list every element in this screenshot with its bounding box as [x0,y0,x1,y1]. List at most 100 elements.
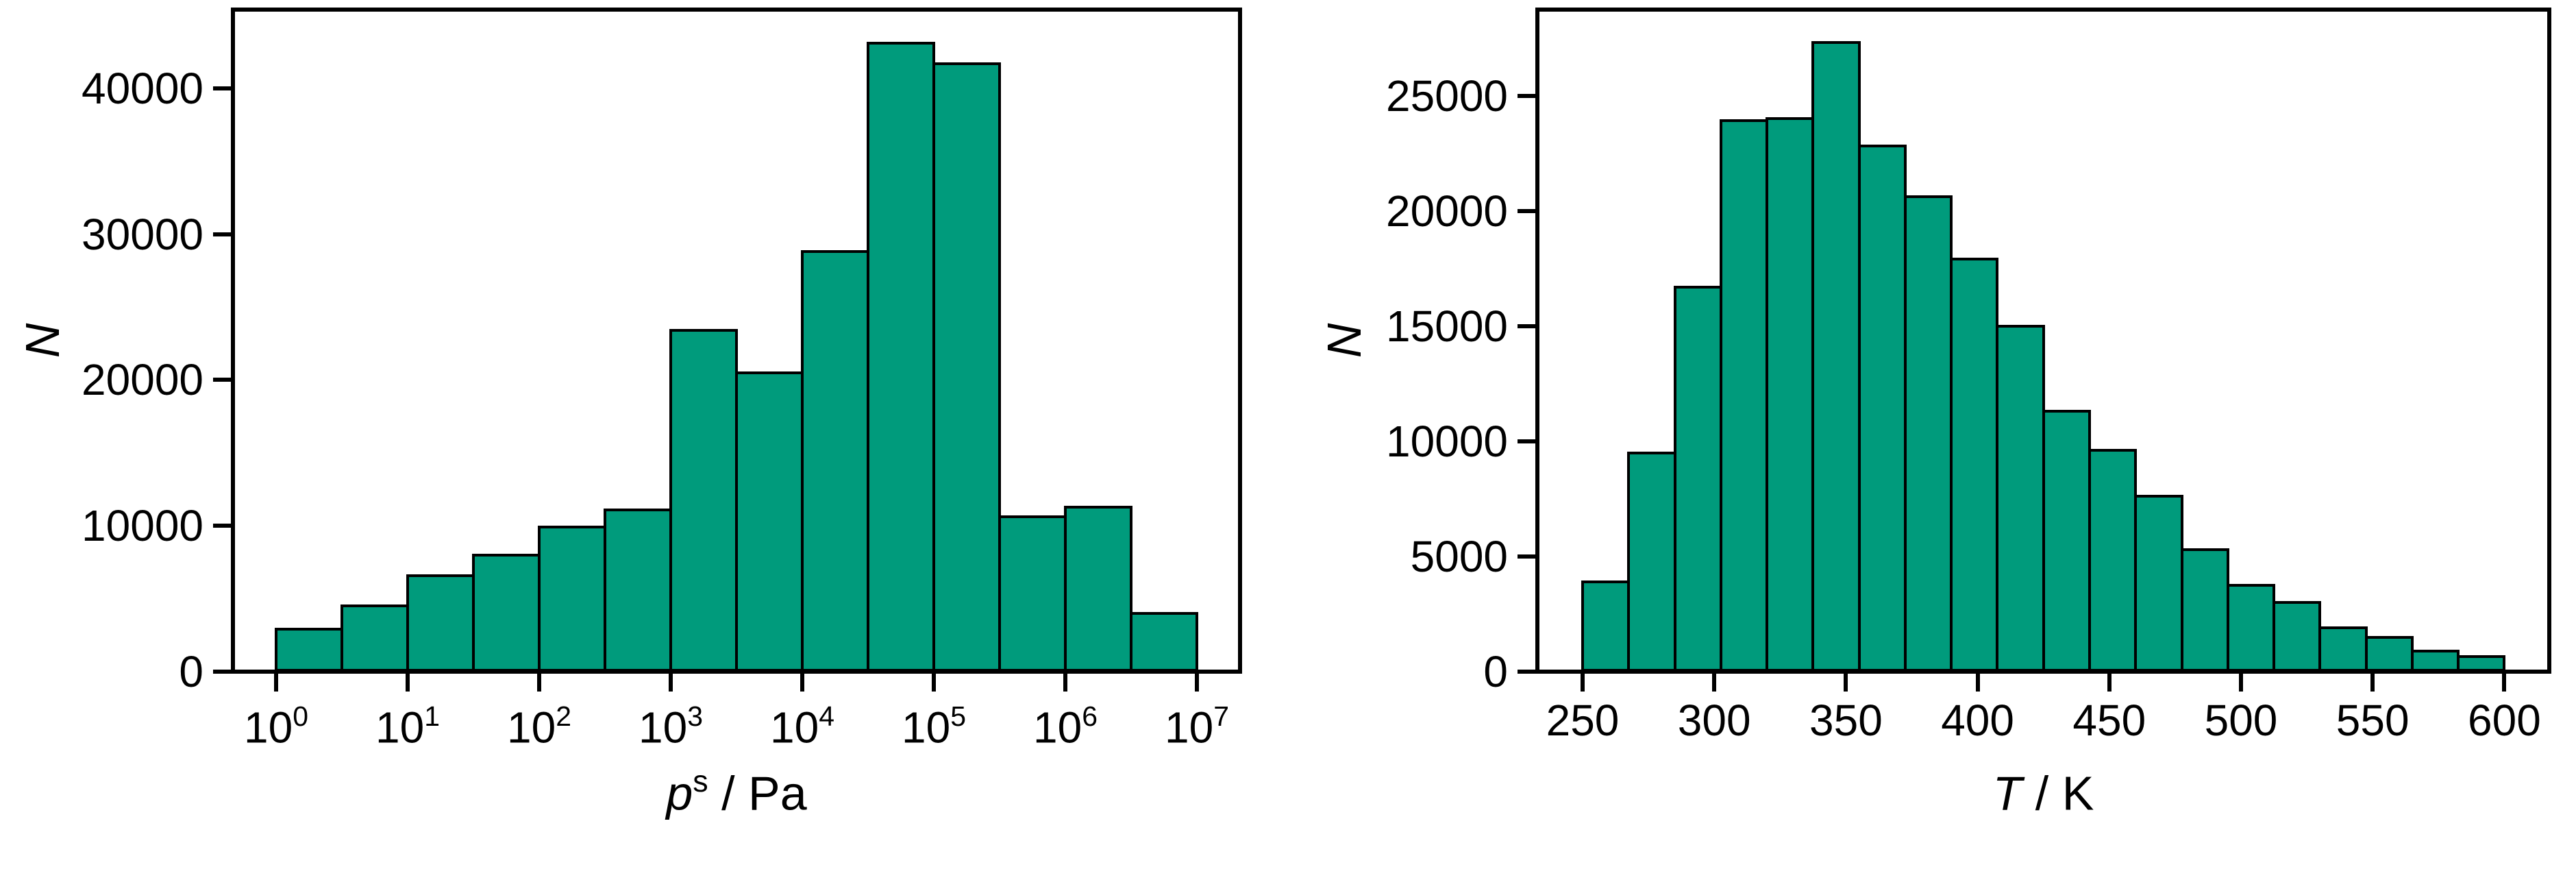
histogram-bar [1673,286,1722,672]
histogram-bar [1811,41,1861,672]
histogram-bar [2226,584,2276,672]
histogram-bar [2410,650,2460,672]
x-tick [537,674,541,692]
x-axis-variable: T [1992,766,2022,820]
x-tick-label: 102 [507,700,571,753]
histogram-bar [998,515,1067,672]
y-tick-label: 0 [179,647,203,696]
plot-area [231,8,1242,674]
y-tick-label: 5000 [1410,531,1508,581]
histogram-bar [801,250,869,672]
histogram-bar [1950,258,1999,672]
bars-layer [1537,10,2549,672]
x-tick-label: 550 [2336,696,2410,745]
x-axis-unit: Pa [748,766,807,820]
y-tick-label: 20000 [82,355,203,405]
y-tick-label: 40000 [82,63,203,113]
y-tick-label: 25000 [1386,71,1508,121]
x-axis-separator: / [708,766,749,820]
histogram-bar [669,329,738,672]
histogram-bar [1719,119,1769,672]
histogram-bar [275,628,343,672]
y-tick-label: 20000 [1386,186,1508,236]
x-tick [2107,674,2111,692]
x-tick [406,674,410,692]
y-tick-label: 10000 [1386,416,1508,466]
histogram-bar [406,574,475,672]
x-tick [2370,674,2375,692]
y-tick [1518,554,1535,559]
y-tick-label: 0 [1483,647,1508,696]
x-tick-label: 100 [244,700,308,753]
y-tick [213,524,231,528]
y-tick [1518,670,1535,674]
x-tick-label: 104 [770,700,834,753]
histogram-bar [1766,117,1815,672]
histogram-bar [340,604,409,672]
x-tick-label: 106 [1033,700,1098,753]
y-tick-label: 30000 [82,209,203,259]
x-tick-label: 450 [2072,696,2146,745]
bars-layer [233,10,1240,672]
histogram-bar [2272,601,2322,672]
x-tick-label: 400 [1941,696,2014,745]
histogram-bar [1581,580,1631,672]
y-tick [213,670,231,674]
histogram-bar [867,42,935,672]
x-tick [932,674,936,692]
histogram-bar [1996,325,2045,672]
x-tick [669,674,673,692]
histogram-bar [2088,449,2138,672]
x-tick-label: 250 [1546,696,1620,745]
y-tick [213,378,231,382]
x-tick [274,674,278,692]
x-tick-label: 500 [2204,696,2278,745]
y-tick [213,86,231,90]
x-tick-label: 600 [2468,696,2541,745]
y-tick [1518,323,1535,328]
histogram-bar [538,526,606,672]
y-tick [1518,93,1535,98]
x-tick [1712,674,1717,692]
histogram-bar [1903,195,1953,672]
x-tick [1195,674,1199,692]
x-tick [800,674,804,692]
x-tick-label: 105 [902,700,966,753]
x-axis-label: T / K [1770,757,2318,819]
histogram-bar [604,509,672,672]
histogram-bar [1130,612,1198,672]
x-tick-label: 101 [375,700,440,753]
x-tick-label: 300 [1677,696,1751,745]
plot-area [1535,8,2551,674]
x-tick [2502,674,2507,692]
histogram-bar [2457,655,2506,672]
histogram-bar [472,554,541,672]
histogram-bar [2180,548,2229,672]
x-tick [1975,674,1980,692]
y-tick-label: 10000 [82,501,203,551]
x-tick [2239,674,2243,692]
x-axis-separator: / [2022,766,2062,820]
x-axis-variable: p [666,766,693,820]
x-tick-label: 350 [1809,696,1883,745]
x-tick [1063,674,1067,692]
x-axis-superscript: s [693,763,708,798]
y-tick-label: 15000 [1386,301,1508,351]
x-tick-label: 107 [1165,700,1229,753]
histogram-bar [2364,636,2414,672]
histogram-bar [2042,410,2091,672]
y-tick [213,232,231,236]
y-tick [1518,208,1535,213]
x-tick [1844,674,1848,692]
histogram-bar [1857,145,1907,672]
x-tick-label: 103 [639,700,703,753]
histogram-bar [1064,506,1132,672]
x-tick [1581,674,1585,692]
histogram-bar [932,62,1001,672]
y-tick [1518,439,1535,443]
histogram-bar [1627,452,1676,672]
x-axis-unit: K [2061,766,2094,820]
histogram-bar [735,371,804,672]
histogram-bar [2318,626,2368,672]
